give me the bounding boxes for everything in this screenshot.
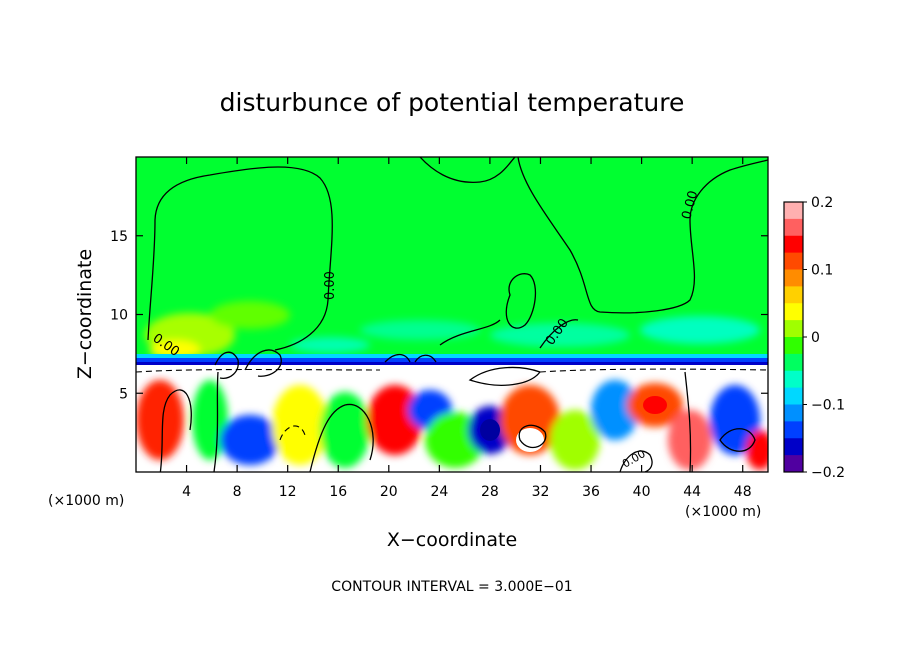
contour-lines — [147, 157, 768, 472]
field-patch — [272, 385, 328, 465]
contour-line — [419, 157, 516, 183]
contour-label: 0.00 — [323, 271, 338, 300]
colorbar-swatch — [784, 303, 803, 321]
contour-label: 0.00 — [679, 189, 701, 221]
contour-line — [384, 353, 437, 363]
x-unit-left: (×1000 m) — [48, 493, 124, 509]
colorbar-tick-label: −0.1 — [811, 398, 845, 414]
field-patch — [500, 385, 560, 455]
x-tick-label: 36 — [582, 484, 600, 500]
contour-interval-note: CONTOUR INTERVAL = 3.000E−01 — [331, 579, 572, 595]
inversion-band — [136, 362, 768, 365]
field-patch — [591, 380, 639, 440]
colorbar-swatch — [784, 252, 803, 270]
x-tick-label: 20 — [380, 484, 398, 500]
contour-line — [244, 349, 282, 377]
contour-line — [619, 450, 653, 472]
x-unit-right: (×1000 m) — [685, 504, 761, 520]
colorbar-swatch — [784, 202, 803, 220]
contour-line — [505, 273, 537, 329]
field-patch — [220, 415, 280, 465]
x-tick-label: 32 — [532, 484, 550, 500]
contour-line — [147, 166, 333, 351]
contour-line — [517, 157, 768, 314]
field-patch — [320, 392, 370, 468]
field-patch — [480, 419, 500, 441]
contour-line — [439, 319, 501, 346]
chart-title: disturbunce of potential temperature — [220, 88, 685, 117]
colorbar-tick-label: 0.1 — [811, 263, 833, 279]
field-patch — [643, 396, 667, 414]
field-patch — [490, 323, 630, 347]
x-tick-label: 28 — [481, 484, 499, 500]
contour-line — [213, 371, 219, 472]
y-tick-label: 5 — [119, 386, 128, 402]
colorbar-swatch — [784, 286, 803, 304]
inversion-band — [136, 365, 768, 374]
colorbar-swatch — [784, 421, 803, 439]
colorbar-tick-label: −0.2 — [811, 465, 845, 481]
x-axis-label: X−coordinate — [387, 529, 517, 551]
colorbar-swatch — [784, 269, 803, 287]
contour-line — [279, 425, 306, 441]
x-tick-label: 12 — [279, 484, 297, 500]
contour-line — [518, 424, 547, 449]
colorbar-swatch — [784, 370, 803, 389]
field-patch — [516, 428, 544, 452]
inversion-band — [136, 358, 768, 362]
x-tick-label: 40 — [633, 484, 651, 500]
field-patch — [367, 385, 423, 455]
x-tick-label: 48 — [734, 484, 752, 500]
colorbar-swatch — [784, 337, 803, 355]
contour-line — [539, 368, 768, 373]
y-tick-label: 10 — [110, 308, 128, 324]
field-patch — [192, 380, 228, 460]
field-patch — [210, 301, 290, 329]
field-patch — [746, 430, 768, 470]
x-tick-label: 16 — [329, 484, 347, 500]
negative-contours — [136, 368, 768, 441]
field-patch — [550, 410, 600, 470]
plot-area: 0.00 0.00 0.00 0.00 0.00 — [136, 157, 768, 472]
colorbar-swatch — [784, 404, 803, 422]
field-patch — [360, 320, 480, 340]
x-axis: 4 8 12 16 20 24 28 32 36 40 44 48 — [182, 157, 752, 500]
contour-line — [719, 428, 756, 452]
field-patch — [290, 337, 370, 353]
contour-line — [214, 351, 239, 379]
colorbar-tick-label: 0.2 — [811, 195, 833, 211]
colorbar: 0.2 0.1 0 −0.1 −0.2 — [783, 195, 845, 481]
x-tick-label: 4 — [182, 484, 191, 500]
colorbar-swatch — [784, 455, 803, 473]
colorbar-swatch — [784, 320, 803, 338]
colorbar-swatch — [784, 353, 803, 372]
y-tick-label: 15 — [110, 229, 128, 245]
x-tick-label: 24 — [430, 484, 448, 500]
x-tick-label: 44 — [683, 484, 701, 500]
contour-line — [159, 389, 192, 472]
colorbar-swatch — [784, 438, 803, 456]
x-tick-label: 8 — [233, 484, 242, 500]
colorbar-swatch — [784, 218, 803, 237]
y-axis: 5 10 15 — [110, 229, 768, 402]
field-patch — [640, 316, 760, 344]
colorbar-swatch — [784, 387, 803, 405]
field-patch — [136, 380, 184, 460]
y-axis-label: Z−coordinate — [74, 249, 96, 379]
contour-line — [539, 319, 579, 349]
contour-line — [136, 368, 381, 373]
colorbar-swatch — [784, 235, 803, 254]
contour-line — [309, 403, 374, 472]
inversion-band — [136, 354, 768, 359]
colorbar-tick-label: 0 — [811, 330, 820, 346]
contour-line — [684, 371, 692, 472]
